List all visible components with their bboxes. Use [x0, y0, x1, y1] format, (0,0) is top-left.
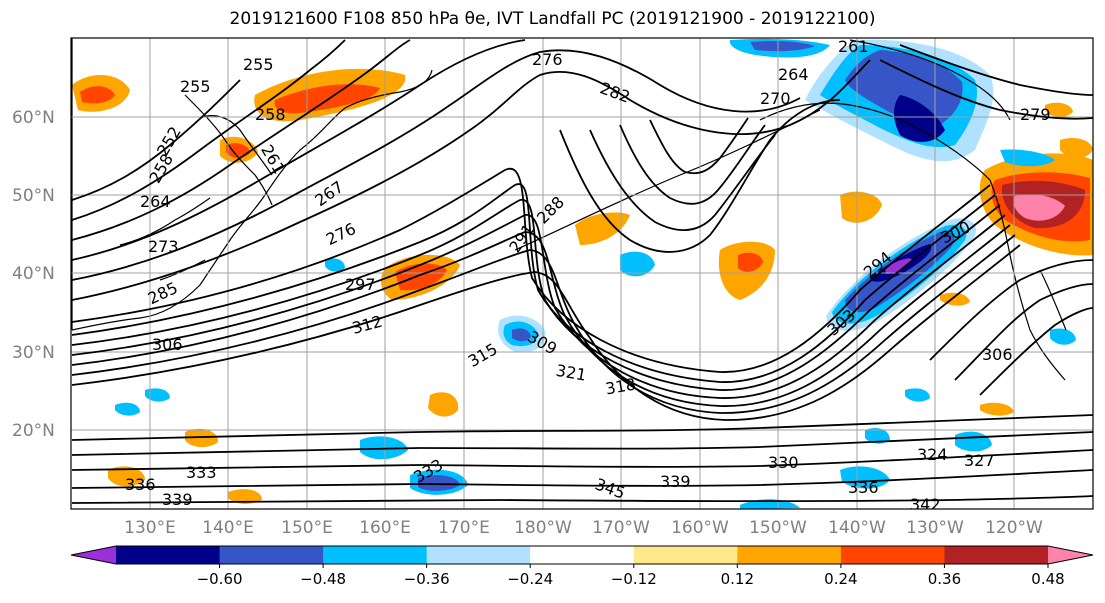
lat-label: 20°N: [12, 421, 55, 441]
contour-label: 336: [848, 478, 879, 497]
contour-label: 261: [838, 37, 869, 56]
contour-label: 264: [778, 65, 809, 84]
lon-label: 160°W: [671, 518, 729, 538]
colorbar-segment: [426, 546, 531, 564]
colorbar-tick-label: −0.36: [404, 570, 450, 588]
colorbar-segment: [633, 546, 738, 564]
latitude-labels: 60°N 50°N 40°N 30°N 20°N: [12, 108, 55, 441]
lat-label: 30°N: [12, 343, 55, 363]
colorbar-tick-label: 0.36: [928, 570, 961, 588]
lat-label: 50°N: [12, 186, 55, 206]
contour-label: 333: [186, 463, 217, 482]
colorbar-tick-label: −0.12: [611, 570, 657, 588]
contour-label: 270: [760, 89, 791, 108]
contour-label: 276: [532, 50, 563, 69]
colorbar-outline: [70, 545, 1094, 565]
lon-label: 140°W: [828, 518, 886, 538]
colorbar-segment: [840, 546, 945, 564]
lon-label: 150°W: [749, 518, 807, 538]
colorbar-tick-label: −0.60: [197, 570, 243, 588]
colorbar: [70, 545, 1094, 565]
lon-label: 150°E: [281, 518, 333, 538]
colorbar-tick-label: −0.48: [300, 570, 346, 588]
contour-label: 330: [768, 453, 799, 472]
contour-label: 297: [345, 275, 376, 294]
lon-label: 120°W: [985, 518, 1043, 538]
colorbar-segment: [219, 546, 324, 564]
lon-label: 180°W: [514, 518, 572, 538]
lon-label: 130°W: [906, 518, 964, 538]
colorbar-tick-label: −0.24: [507, 570, 553, 588]
lon-label: 170°E: [438, 518, 490, 538]
colorbar-segment: [116, 546, 221, 564]
colorbar-extend-low: [71, 546, 116, 564]
lat-label: 60°N: [12, 108, 55, 128]
colorbar-tick-label: 0.12: [721, 570, 754, 588]
map-border: [70, 37, 1094, 510]
longitude-labels: 130°E 140°E 150°E 160°E 170°E 180°W 170°…: [124, 518, 1043, 538]
map-panel: 255 255 252 258 261 258 264 267 273 276 …: [71, 37, 1093, 514]
contour-label: 255: [180, 77, 211, 96]
theta-e-contours: [71, 39, 1093, 504]
contour-label: 264: [140, 192, 171, 211]
lat-label: 40°N: [12, 264, 55, 284]
colorbar-segment: [944, 546, 1049, 564]
contour-label: 336: [125, 475, 156, 494]
contour-label: 327: [964, 451, 995, 470]
lon-label: 140°E: [202, 518, 254, 538]
colorbar-tick-label: 0.48: [1031, 570, 1064, 588]
colorbar-extend-high: [1048, 546, 1093, 564]
contour-label: 255: [243, 55, 274, 74]
lon-label: 160°E: [359, 518, 411, 538]
colorbar-segment: [737, 546, 842, 564]
contour-label: 342: [910, 495, 941, 514]
colorbar-segment: [323, 546, 428, 564]
contour-label: 273: [148, 237, 179, 256]
contour-label: 339: [660, 472, 691, 491]
colorbar-tick-label: 0.24: [824, 570, 857, 588]
contour-label: 339: [162, 490, 193, 509]
lon-label: 170°W: [592, 518, 650, 538]
contour-label: 306: [982, 345, 1013, 364]
lon-label: 130°E: [124, 518, 176, 538]
contour-label: 306: [152, 335, 183, 354]
contour-label: 279: [1020, 105, 1051, 124]
map-title: 2019121600 F108 850 hPa θe, IVT Landfall…: [229, 9, 876, 29]
colorbar-ticks: −0.60 −0.48 −0.36 −0.24 −0.12 0.12 0.24 0.36 0.4…: [197, 564, 1065, 588]
contour-label: 258: [255, 105, 286, 124]
contour-label: 324: [917, 445, 948, 464]
colorbar-segment: [530, 546, 635, 564]
